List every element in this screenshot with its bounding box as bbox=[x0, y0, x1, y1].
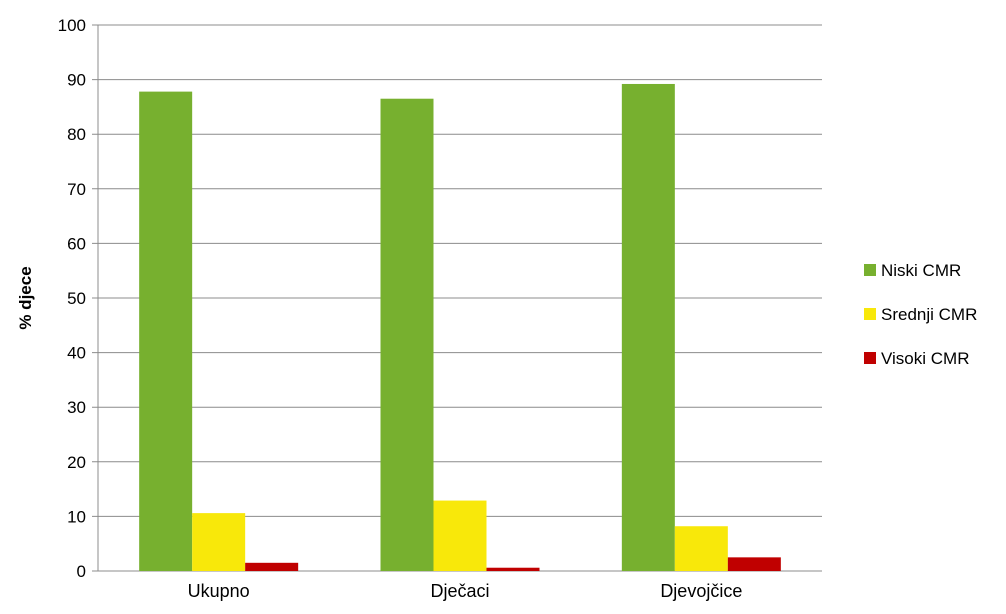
y-tick-label: 80 bbox=[67, 125, 86, 144]
legend-label: Srednji CMR bbox=[881, 305, 977, 324]
bar-niski-cmr-3 bbox=[621, 83, 675, 571]
legend: Niski CMR Srednji CMR Visoki CMR bbox=[864, 261, 977, 368]
y-tick-label: 60 bbox=[67, 234, 86, 253]
y-tick-label: 0 bbox=[77, 562, 86, 581]
bar-visoki-cmr-2 bbox=[486, 567, 540, 571]
legend-swatch bbox=[864, 352, 876, 364]
x-category-labels: Ukupno Dječaci Djevojčice bbox=[188, 581, 743, 601]
y-tick-label: 10 bbox=[67, 507, 86, 526]
bar-srednji-cmr-3 bbox=[674, 526, 728, 571]
bar-visoki-cmr-1 bbox=[245, 562, 299, 571]
y-tick-label: 20 bbox=[67, 453, 86, 472]
y-tick-label: 70 bbox=[67, 180, 86, 199]
legend-swatch bbox=[864, 308, 876, 320]
bars bbox=[139, 83, 781, 572]
bar-visoki-cmr-3 bbox=[727, 557, 781, 571]
y-axis-label: % djece bbox=[16, 266, 35, 329]
bar-niski-cmr-2 bbox=[380, 98, 434, 572]
x-category-label: Djevojčice bbox=[660, 581, 742, 601]
y-tick-label: 40 bbox=[67, 344, 86, 363]
y-tick-labels: 0 10 20 30 40 50 60 70 80 90 100 bbox=[58, 16, 86, 581]
gridlines bbox=[92, 24, 822, 572]
legend-label: Niski CMR bbox=[881, 261, 961, 280]
y-tick-label: 30 bbox=[67, 398, 86, 417]
bar-niski-cmr-1 bbox=[139, 91, 193, 571]
y-tick-label: 90 bbox=[67, 71, 86, 90]
legend-label: Visoki CMR bbox=[881, 349, 969, 368]
y-tick-label: 50 bbox=[67, 289, 86, 308]
y-tick-label: 100 bbox=[58, 16, 86, 35]
bar-srednji-cmr-2 bbox=[433, 500, 487, 571]
legend-swatch bbox=[864, 264, 876, 276]
x-category-label: Ukupno bbox=[188, 581, 250, 601]
x-category-label: Dječaci bbox=[430, 581, 489, 601]
bar-srednji-cmr-1 bbox=[192, 513, 246, 571]
